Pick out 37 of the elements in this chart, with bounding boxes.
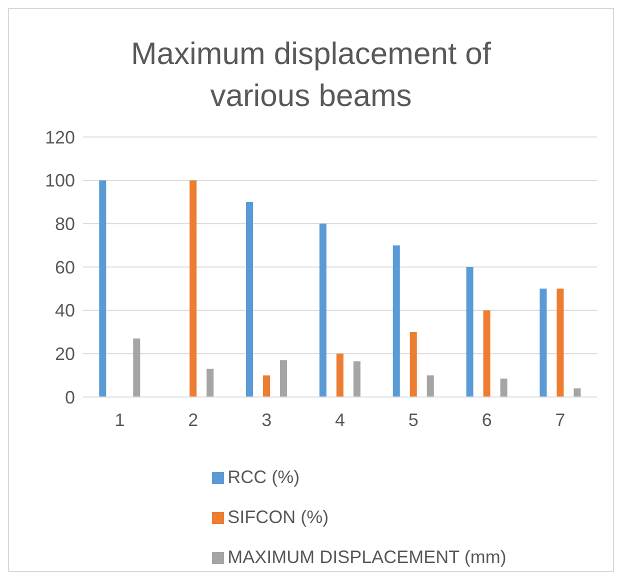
bar [319, 224, 326, 397]
bar [99, 180, 106, 397]
y-tick-label: 60 [54, 257, 75, 278]
y-tick-label: 40 [54, 300, 75, 321]
bar [574, 388, 581, 397]
legend-label: SIFCON (%) [228, 507, 329, 527]
y-tick-label: 20 [54, 344, 75, 364]
bar [206, 368, 214, 397]
bar [410, 332, 417, 397]
x-tick-label: 5 [408, 410, 418, 430]
bar [336, 354, 344, 397]
x-tick-label: 7 [555, 410, 566, 430]
bar [263, 375, 270, 397]
bar [540, 288, 547, 397]
legend-label: RCC (%) [228, 467, 300, 487]
bar [133, 338, 140, 397]
bar [426, 375, 434, 397]
y-tick-label: 120 [44, 127, 75, 148]
y-tick-label: 0 [64, 387, 75, 408]
bar [466, 267, 474, 397]
legend-label: MAXIMUM DISPLACEMENT (mm) [228, 547, 506, 567]
bar [190, 180, 197, 397]
x-tick-label: 1 [114, 410, 125, 430]
bar [392, 245, 400, 397]
chart-title: Maximum displacement of various beams [130, 35, 492, 115]
bar [556, 288, 564, 397]
x-tick-label: 3 [262, 410, 272, 430]
bar [500, 378, 508, 397]
bar [483, 310, 490, 397]
y-tick-label: 100 [44, 170, 75, 191]
y-tick-label: 80 [54, 214, 75, 234]
bar [353, 361, 360, 397]
x-tick-label: 4 [334, 410, 346, 430]
x-tick-label: 6 [482, 410, 492, 430]
x-tick-label: 2 [188, 410, 198, 430]
bar [246, 202, 254, 397]
bar [280, 360, 288, 397]
